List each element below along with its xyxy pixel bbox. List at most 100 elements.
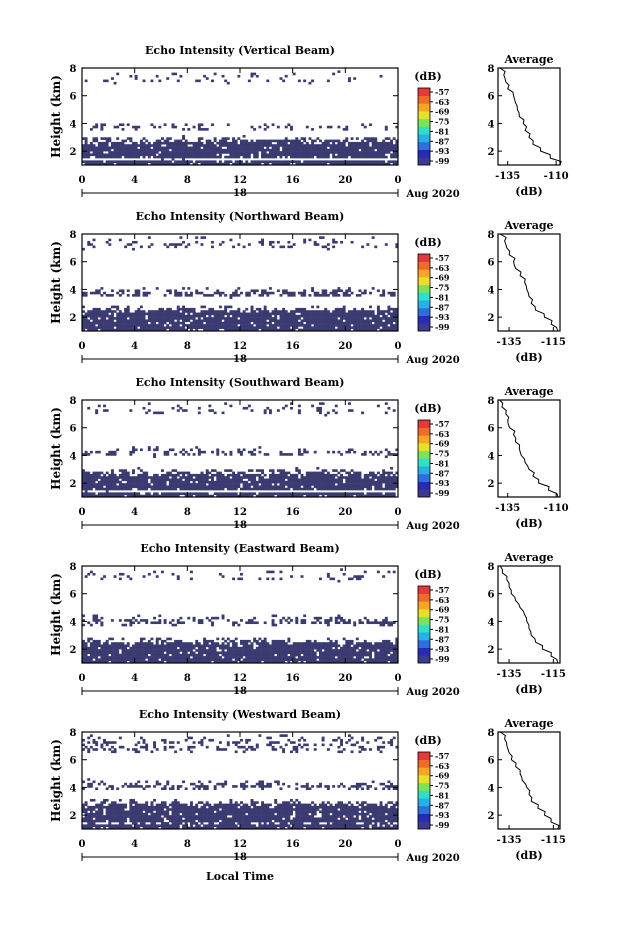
heatmap-cell (340, 469, 343, 472)
heatmap-cell (158, 644, 162, 648)
heatmap-cell (390, 466, 394, 470)
heatmap-cell (176, 141, 180, 145)
heatmap-cell (218, 141, 222, 145)
heatmap-cell (132, 328, 135, 332)
heatmap-cell (171, 644, 175, 648)
heatmap-cell (195, 485, 199, 489)
heatmap-cell (108, 307, 112, 311)
heatmap-cell (142, 310, 146, 313)
heatmap-cell (139, 153, 143, 157)
heatmap-cell (242, 162, 246, 166)
heatmap-cell (142, 494, 146, 498)
heatmap-cell (134, 160, 138, 163)
heatmap-cell (384, 326, 388, 329)
heatmap-cell (242, 319, 246, 323)
heatmap-cell (218, 483, 222, 486)
heatmap-cell (321, 480, 325, 484)
heatmap-cell (279, 644, 283, 648)
heatmap-cell (113, 141, 117, 145)
heatmap-cell (279, 660, 283, 664)
heatmap-cell (240, 646, 243, 650)
heatmap-cell (197, 621, 201, 625)
heatmap-cell (240, 160, 243, 163)
heatmap-cell (126, 483, 130, 486)
heatmap-cell (255, 144, 259, 147)
heatmap-cell (203, 651, 207, 655)
heatmap-cell (84, 312, 88, 316)
heatmap-cell (192, 317, 196, 320)
heatmap-cell (363, 310, 367, 313)
heatmap-cell (226, 487, 230, 491)
heatmap-cell (274, 146, 278, 150)
heatmap-cell (390, 148, 394, 152)
heatmap-cell (221, 646, 225, 650)
heatmap-cell (224, 305, 228, 309)
heatmap-cell (232, 141, 236, 145)
heatmap-cell (132, 646, 135, 650)
heatmap-cell (132, 448, 135, 452)
heatmap-cell (300, 478, 304, 482)
heatmap-cell (258, 642, 262, 645)
heatmap-cell (229, 305, 233, 309)
heatmap-cell (303, 658, 307, 661)
heatmap-cell (274, 153, 278, 157)
heatmap-cell (92, 326, 96, 329)
heatmap-cell (250, 141, 254, 145)
heatmap-cell (242, 324, 246, 327)
heatmap-cell (192, 153, 196, 157)
heatmap-cell (89, 243, 93, 246)
heatmap-cell (168, 153, 172, 157)
heatmap-cell (145, 649, 149, 652)
heatmap-cell (126, 243, 130, 246)
heatmap-cell (332, 72, 336, 76)
heatmap-cell (100, 485, 104, 489)
heatmap-cell (100, 653, 104, 657)
heatmap-cell (118, 148, 122, 152)
heatmap-cell (187, 310, 191, 313)
heatmap-cell (263, 646, 267, 650)
heatmap-cell (276, 328, 280, 332)
heatmap-cell (118, 294, 122, 297)
heatmap-cell (245, 480, 249, 484)
heatmap-cell (263, 328, 267, 332)
heatmap-cell (139, 619, 143, 622)
heatmap-cell (319, 146, 322, 150)
heatmap-cell (229, 453, 233, 456)
heatmap-cell (150, 123, 154, 127)
heatmap-cell (324, 319, 328, 323)
heatmap-cell (342, 291, 346, 295)
heatmap-cell (203, 236, 207, 239)
heatmap-cell (108, 476, 112, 479)
heatmap-cell (234, 160, 238, 163)
heatmap-cell (384, 146, 388, 150)
heatmap-cell (200, 480, 204, 484)
heatmap-cell (247, 151, 251, 154)
heatmap-cell (174, 485, 178, 489)
heatmap-cell (216, 478, 220, 482)
heatmap-cell (334, 312, 338, 316)
heatmap-cell (319, 314, 322, 318)
heatmap-cell (374, 155, 378, 159)
heatmap-cell (342, 326, 346, 329)
heatmap-cell (179, 658, 183, 661)
heatmap-cell (284, 653, 288, 657)
heatmap-cell (268, 469, 272, 472)
heatmap-cell (166, 485, 170, 489)
heatmap-cell (82, 614, 85, 618)
heatmap-cell (168, 621, 172, 625)
heatmap-cell (261, 471, 264, 475)
heatmap-cell (89, 312, 93, 316)
heatmap-cell (161, 411, 164, 415)
heatmap-cell (326, 319, 330, 323)
heatmap-cell (192, 310, 196, 313)
heatmap-cell (129, 144, 133, 147)
heatmap-cell (203, 146, 207, 150)
heatmap-cell (110, 314, 114, 318)
heatmap-cell (316, 492, 320, 495)
heatmap-cell (313, 291, 317, 295)
heatmap-cell (226, 326, 230, 329)
heatmap-cell (147, 319, 151, 323)
x-tick-label: 20 (338, 341, 352, 352)
heatmap-cell (245, 485, 249, 489)
heatmap-cell (124, 162, 128, 166)
